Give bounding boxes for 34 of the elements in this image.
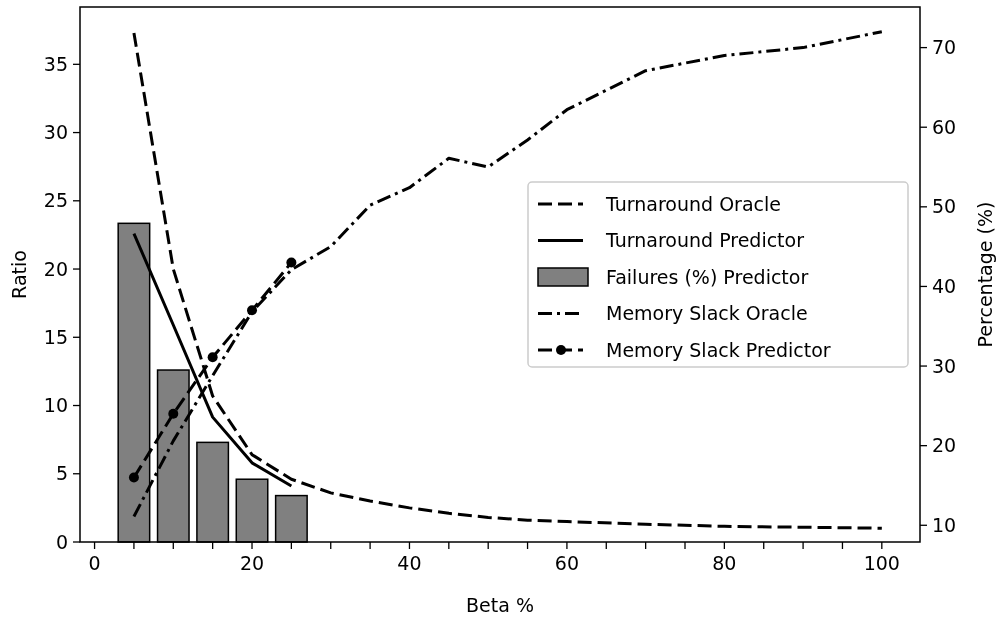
x-tick-label: 0 [88,552,101,574]
y-tick-label: 30 [43,121,68,144]
point [247,305,258,316]
y2-tick-label: 50 [932,195,957,218]
point [286,257,297,268]
y-tick-label: 35 [43,52,68,75]
y-tick-label: 10 [43,394,68,417]
x-tick-label: 40 [397,552,422,574]
y2-tick-label: 40 [932,275,957,298]
x-axis-title: Beta % [466,594,534,616]
x-tick-label: 60 [554,552,580,574]
legend-label: Failures (%) Predictor [606,265,809,288]
x-tick-label: 100 [863,552,900,574]
y2-tick-label: 60 [932,115,957,138]
y-tick-label: 5 [55,462,68,485]
y-tick-label: 25 [43,189,68,212]
point [128,472,139,483]
y2-tick-label: 30 [932,354,957,377]
legend-label: Turnaround Oracle [605,192,781,215]
x-tick-label: 80 [712,552,737,574]
legend-label: Memory Slack Oracle [606,302,808,325]
y-axis-title: Ratio [8,250,30,299]
y-tick-label: 15 [43,325,68,348]
y-tick-label: 20 [43,257,68,280]
x-tick-label: 20 [239,552,265,574]
y-tick-label: 0 [55,530,68,553]
y2-tick-label: 20 [932,434,957,457]
point [168,408,179,419]
legend-label: Memory Slack Predictor [606,338,831,361]
point [207,352,218,363]
y2-tick-label: 70 [932,36,957,59]
y2-tick-label: 10 [932,513,957,536]
y2-axis-title: Percentage (%) [974,201,996,348]
legend-label: Turnaround Predictor [605,229,805,252]
